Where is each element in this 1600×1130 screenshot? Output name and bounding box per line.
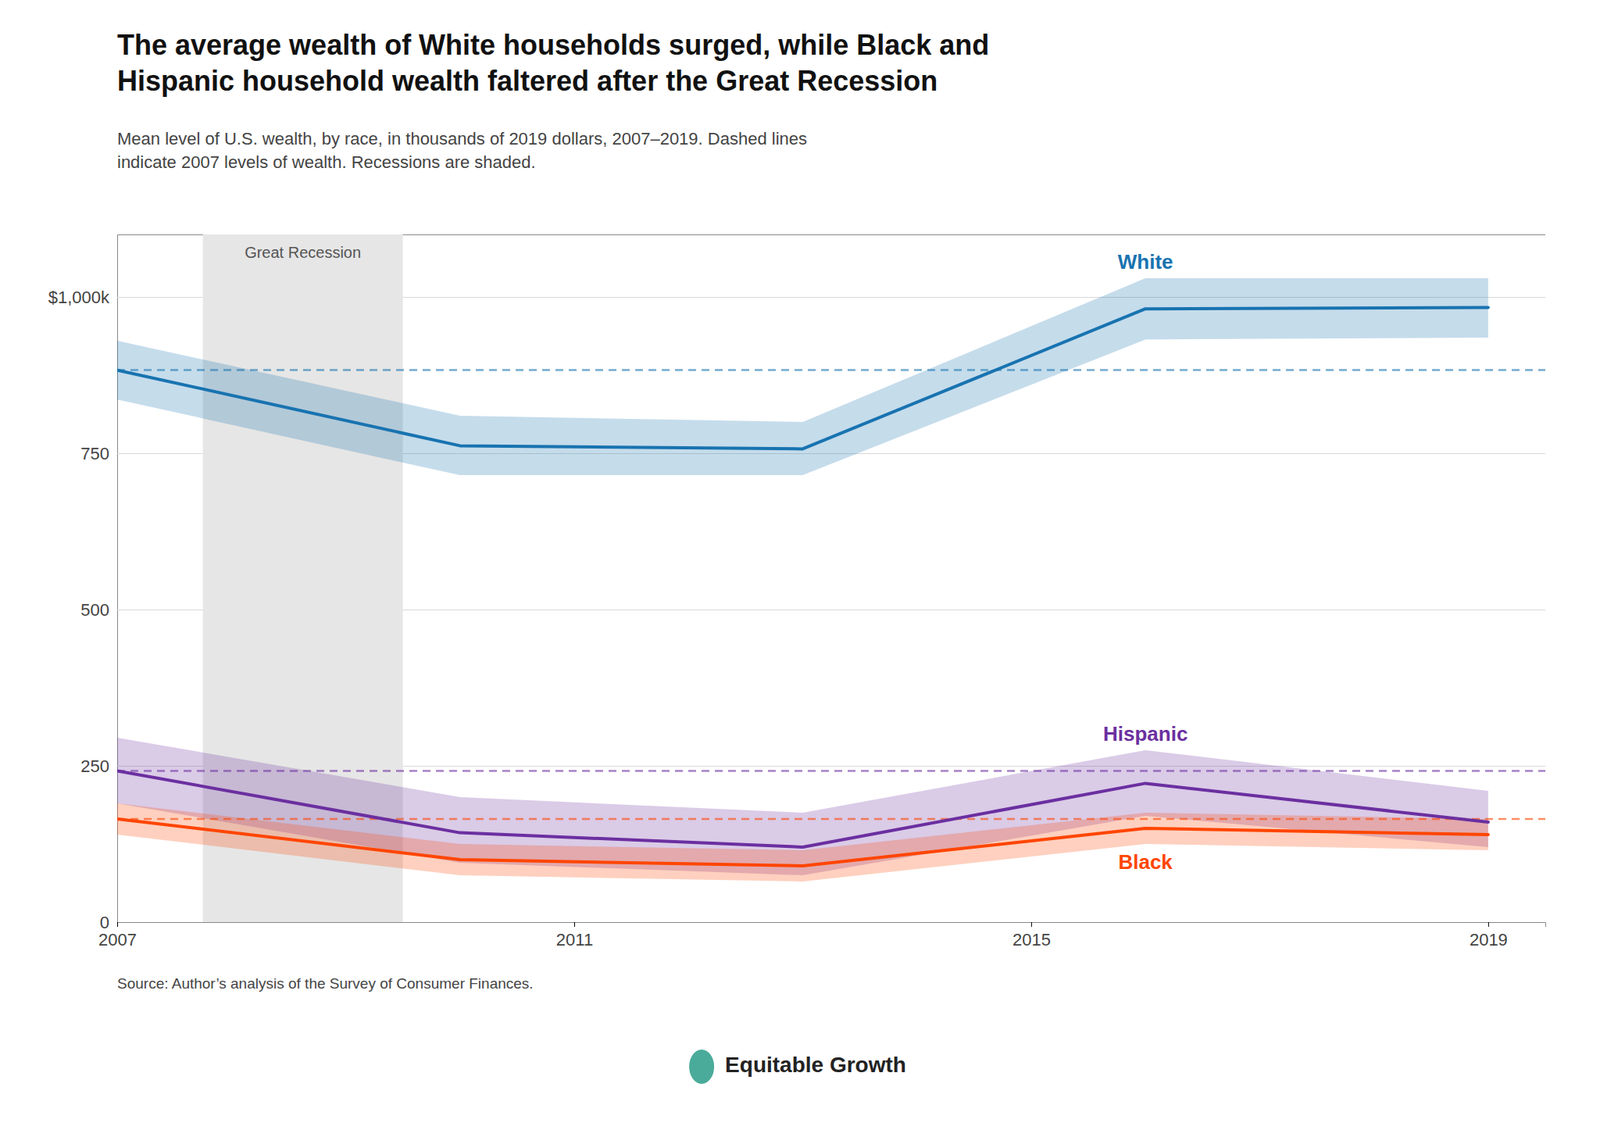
y-tick-label: $1,000k: [48, 287, 111, 308]
tick-mark: [1488, 921, 1490, 927]
x-tick: 2011: [556, 921, 593, 950]
x-axis: 2007 2011 2015 2019: [98, 921, 1546, 950]
chart: The average wealth of White households s…: [0, 0, 1600, 1130]
labels: Great Recession White Hispanic Black: [244, 243, 1188, 874]
tick-mark: [574, 921, 575, 927]
y-axis-line: [117, 235, 1547, 923]
y-tick-label: 750: [80, 443, 110, 464]
confidence-band: [117, 803, 1489, 882]
x-tick: 2015: [1012, 921, 1051, 950]
x-tick-label: 2019: [1469, 929, 1508, 950]
tick-mark: [1031, 921, 1033, 927]
y-axis: 0250500750$1,000k: [48, 235, 1546, 933]
reference-line: [117, 368, 1546, 372]
x-tick: 2019: [1469, 921, 1508, 950]
shaded-region-label: Great Recession: [244, 243, 361, 261]
subtitle: Mean level of U.S. wealth, by race, in t…: [117, 128, 808, 172]
source: Source: Author’s analysis of the Survey …: [117, 975, 534, 992]
x-tick-label: 2011: [556, 929, 593, 950]
credit: Equitable Growth: [725, 1052, 907, 1077]
series-label: Hispanic: [1103, 721, 1188, 746]
logo-icon: [689, 1049, 715, 1084]
reference-line: [117, 817, 1546, 821]
credit-group: Equitable Growth: [689, 1049, 907, 1084]
y-tick-label: 500: [80, 600, 110, 620]
series-line: [117, 770, 1489, 847]
plot: 0250500750$1,000k2007201120152019Great R…: [48, 234, 1547, 950]
x-axis-line: [117, 922, 1547, 928]
series-line: [117, 818, 1489, 866]
marks: [117, 234, 1546, 922]
confidence-band: [117, 278, 1489, 475]
series-label: Black: [1117, 850, 1173, 874]
tick-mark: [117, 921, 118, 927]
series-line: [117, 307, 1489, 450]
series-label: White: [1117, 250, 1174, 274]
x-tick-label: 2007: [98, 929, 137, 950]
y-tick-label: 250: [80, 756, 110, 776]
reference-line: [117, 769, 1546, 772]
x-tick: 2007: [98, 921, 137, 950]
title: The average wealth of White households s…: [117, 28, 990, 97]
x-tick-label: 2015: [1012, 929, 1051, 950]
